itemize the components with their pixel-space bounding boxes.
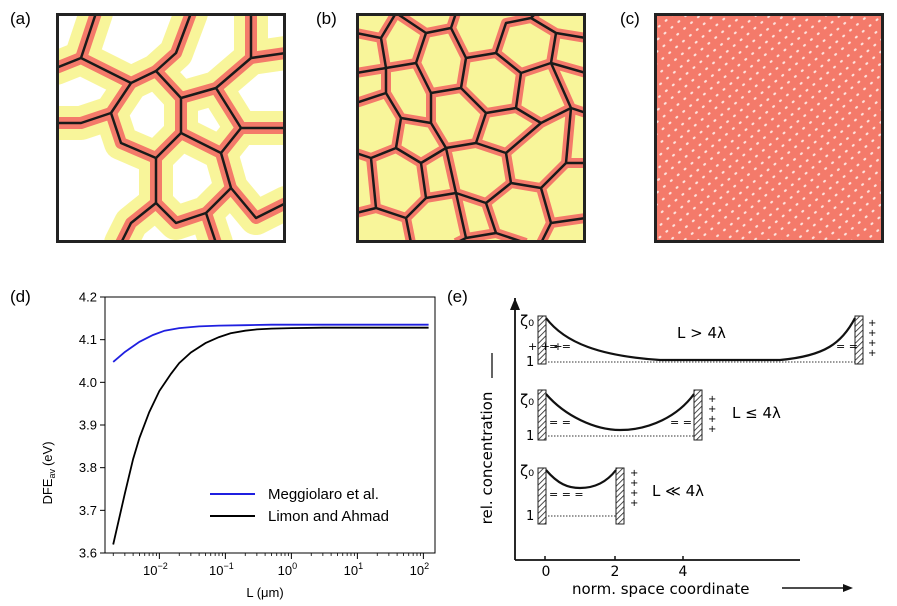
svg-text:+: + <box>630 478 638 489</box>
y-tick-label: 4.1 <box>79 332 97 347</box>
zeta0-1: ζ₀ <box>520 312 534 330</box>
concentration-schematic: 0 2 4 norm. space coordinate rel. concen… <box>478 298 876 598</box>
y-axis-label: rel. concentration <box>478 392 496 525</box>
panel-label-b: (b) <box>316 9 337 28</box>
panel-label-c: (c) <box>620 9 640 28</box>
svg-text:+: + <box>708 414 716 425</box>
one-3: 1 <box>526 509 534 524</box>
regime-label-2: L ≤ 4λ <box>732 404 781 422</box>
x-tick-label: 100 <box>278 561 297 578</box>
grain-map-nano-grains <box>654 13 884 243</box>
svg-text:+ + +: + + + <box>528 340 563 353</box>
profile-row-3: ζ₀ 1 = = = ++++ L ≪ 4λ <box>520 462 704 525</box>
y-tick-label: 3.7 <box>79 503 97 518</box>
x-tick-0: 0 <box>542 564 551 580</box>
svg-text:+: + <box>630 498 638 509</box>
x-tick-4: 4 <box>679 564 688 580</box>
y-tick-label: 3.9 <box>79 418 97 433</box>
svg-text:+: + <box>868 318 876 329</box>
svg-text:+: + <box>708 394 716 405</box>
regime-label-3: L ≪ 4λ <box>652 482 704 500</box>
legend-label-1: Meggiolaro et al. <box>268 486 379 503</box>
series-line-2 <box>112 326 429 545</box>
y-tick-label: 3.6 <box>79 546 97 561</box>
y-tick-label: 4.2 <box>79 290 97 305</box>
svg-text:= =: = = <box>549 416 571 429</box>
depletion-zone <box>654 13 884 243</box>
x-tick-label: 10−1 <box>209 561 234 578</box>
svg-text:= =: = = <box>836 340 858 353</box>
y-tick-label: 3.8 <box>79 460 97 475</box>
svg-text:+: + <box>868 328 876 339</box>
x-tick-2: 2 <box>611 564 620 580</box>
y-axis-arrow <box>510 298 520 310</box>
x-axis-label: norm. space coordinate <box>572 580 750 598</box>
panel-label-a: (a) <box>10 9 31 28</box>
grain-map-small-grains <box>356 13 586 243</box>
frame <box>56 13 286 243</box>
x-tick-label: 102 <box>410 561 429 578</box>
grain-map-large-grains <box>56 13 286 243</box>
regime-label-1: L > 4λ <box>677 324 726 342</box>
dfe-chart: 3.6 3.7 3.8 3.9 4.0 4.1 4.2 10−2 10−1 100 101 102 Me… <box>40 290 436 600</box>
x-axis-label: L (μm) <box>246 585 283 600</box>
x-tick-label: 101 <box>344 561 363 578</box>
legend-label-2: Limon and Ahmad <box>268 508 389 525</box>
svg-text:= =: = = <box>549 340 571 353</box>
svg-text:+: + <box>630 488 638 499</box>
profile-row-2: ζ₀ 1 = = = = ++++ L ≤ 4λ <box>520 389 781 444</box>
svg-text:+: + <box>708 404 716 415</box>
svg-text:+: + <box>630 468 638 479</box>
one-2: 1 <box>526 429 534 444</box>
svg-text:= =: = = <box>670 416 692 429</box>
one-1: 1 <box>526 355 534 370</box>
svg-text:+: + <box>868 348 876 359</box>
zeta0-3: ζ₀ <box>520 462 534 480</box>
y-axis-label: DFEav(eV) <box>40 441 57 504</box>
svg-text:= = =: = = = <box>549 488 584 501</box>
y-tick-label: 4.0 <box>79 375 97 390</box>
x-axis-arrow <box>843 584 853 592</box>
zeta0-2: ζ₀ <box>520 391 534 409</box>
profile-row-1: ζ₀ 1 + + + = = = = ++++ L > 4λ <box>520 312 876 370</box>
svg-text:+: + <box>868 338 876 349</box>
x-tick-label: 10−2 <box>143 561 168 578</box>
svg-text:+: + <box>708 424 716 435</box>
frame <box>654 13 884 243</box>
frame <box>356 13 586 243</box>
series-line-1 <box>112 323 429 363</box>
panel-label-e: (e) <box>447 287 468 306</box>
panel-label-d: (d) <box>10 287 31 306</box>
